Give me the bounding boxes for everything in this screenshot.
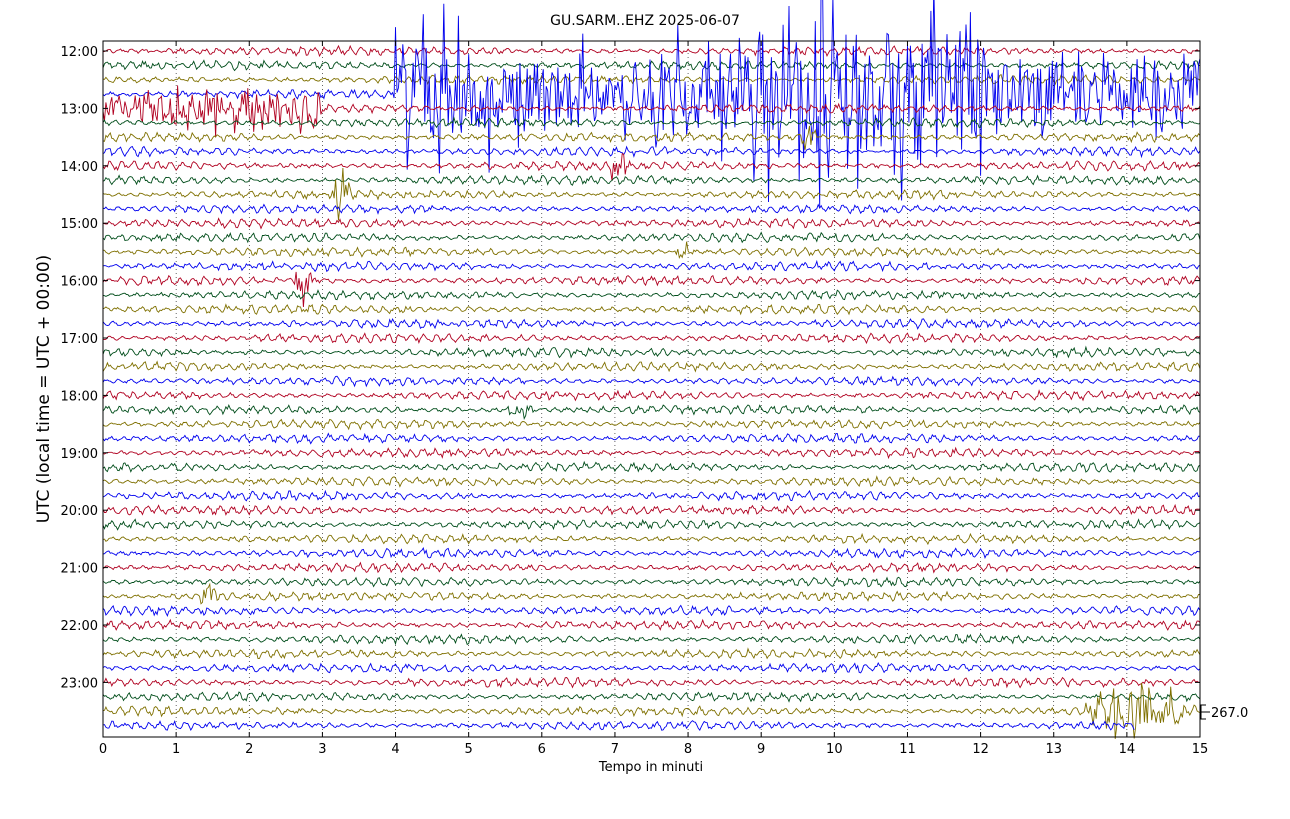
seismic-trace xyxy=(102,73,1201,86)
seismic-trace xyxy=(102,116,1201,129)
seismic-trace xyxy=(102,303,1200,316)
seismic-trace xyxy=(102,44,1201,58)
seismic-trace xyxy=(102,604,1201,618)
x-tick-label: 8 xyxy=(684,742,692,757)
seismic-trace xyxy=(102,418,1201,431)
seismic-trace xyxy=(102,576,1201,588)
seismic-trace xyxy=(102,318,1201,330)
seismic-trace xyxy=(102,532,1201,546)
x-tick-label: 14 xyxy=(1119,742,1136,757)
seismic-trace xyxy=(102,676,1201,689)
seismic-trace xyxy=(102,145,1201,159)
x-tick-label: 12 xyxy=(972,742,989,757)
seismic-trace xyxy=(102,271,1201,308)
scale-bar-bracket xyxy=(1200,704,1210,720)
x-tick-label: 9 xyxy=(757,742,765,757)
seismic-trace xyxy=(102,375,1201,388)
x-tick-label: 5 xyxy=(465,742,473,757)
x-tick-label: 7 xyxy=(611,742,619,757)
y-tick-label: 15:00 xyxy=(61,217,98,232)
seismic-trace xyxy=(102,618,1201,631)
seismic-trace xyxy=(102,489,1201,502)
x-tick-label: 2 xyxy=(245,742,253,757)
x-tick-label: 3 xyxy=(318,742,326,757)
x-tick-label: 10 xyxy=(826,742,843,757)
seismic-trace xyxy=(102,561,1200,574)
seismic-trace xyxy=(102,125,1201,150)
y-tick-label: 23:00 xyxy=(61,676,98,691)
x-axis-ticks: 0 1 2 3 4 5 6 7 8 9 10 11 12 13 14 15 xyxy=(99,41,1208,757)
seismic-trace xyxy=(102,682,1201,739)
y-tick-label: 14:00 xyxy=(61,160,98,175)
seismic-trace xyxy=(102,289,1201,301)
x-axis-label: Tempo in minuti xyxy=(598,760,703,775)
seismic-trace xyxy=(102,59,1201,72)
x-tick-label: 11 xyxy=(899,742,916,757)
seismic-trace xyxy=(102,475,1201,488)
seismic-trace xyxy=(102,231,1201,244)
seismic-trace xyxy=(102,153,1201,181)
amplitude-scale-bar: 267.0 xyxy=(1200,704,1248,721)
seismic-trace xyxy=(102,633,1201,646)
seismic-trace xyxy=(102,647,1201,660)
x-tick-label: 6 xyxy=(538,742,546,757)
seismic-trace xyxy=(102,503,1201,516)
seismic-trace xyxy=(102,661,1201,674)
seismic-trace xyxy=(102,167,1201,221)
seismic-trace xyxy=(102,404,1201,421)
seismic-trace xyxy=(102,389,1201,402)
seismic-trace xyxy=(102,345,1201,359)
y-tick-label: 16:00 xyxy=(61,275,98,290)
seismic-trace xyxy=(102,217,1201,230)
x-tick-label: 0 xyxy=(99,742,107,757)
chart-title: GU.SARM..EHZ 2025-06-07 xyxy=(550,13,740,29)
y-tick-label: 12:00 xyxy=(61,45,98,60)
y-tick-label: 18:00 xyxy=(61,389,98,404)
traces xyxy=(102,0,1201,739)
x-tick-label: 1 xyxy=(172,742,180,757)
seismic-trace xyxy=(102,241,1201,259)
y-tick-label: 21:00 xyxy=(61,562,98,577)
seismic-trace xyxy=(102,360,1201,373)
seismic-trace xyxy=(102,446,1201,460)
y-axis-label: UTC (local time = UTC + 00:00) xyxy=(34,255,54,524)
y-tick-label: 22:00 xyxy=(61,619,98,634)
y-tick-label: 20:00 xyxy=(61,504,98,519)
seismic-trace xyxy=(102,460,1201,473)
seismic-trace xyxy=(102,720,1135,731)
seismic-trace xyxy=(102,85,1201,138)
y-tick-label: 19:00 xyxy=(61,447,98,462)
seismic-trace xyxy=(102,259,1201,273)
x-tick-label: 15 xyxy=(1192,742,1209,757)
seismic-trace xyxy=(102,582,1201,605)
seismic-trace xyxy=(102,518,1201,531)
seismic-trace xyxy=(102,203,1201,215)
y-tick-label: 13:00 xyxy=(61,102,98,117)
x-tick-label: 4 xyxy=(391,742,399,757)
grid xyxy=(175,41,1128,737)
y-tick-label: 17:00 xyxy=(61,332,98,347)
seismic-trace xyxy=(102,174,1200,186)
x-tick-label: 13 xyxy=(1045,742,1062,757)
plot-frame xyxy=(102,40,1201,738)
seismic-trace xyxy=(102,332,1201,345)
seismic-trace xyxy=(102,547,1201,559)
seismic-trace xyxy=(102,691,1201,703)
seismic-trace xyxy=(102,432,1200,445)
scale-bar-label: 267.0 xyxy=(1211,706,1248,721)
seismic-trace xyxy=(102,0,1201,207)
y-axis-ticks: 12:00 13:00 14:00 15:00 16:00 17:00 18:00 19:00… xyxy=(61,45,1200,691)
